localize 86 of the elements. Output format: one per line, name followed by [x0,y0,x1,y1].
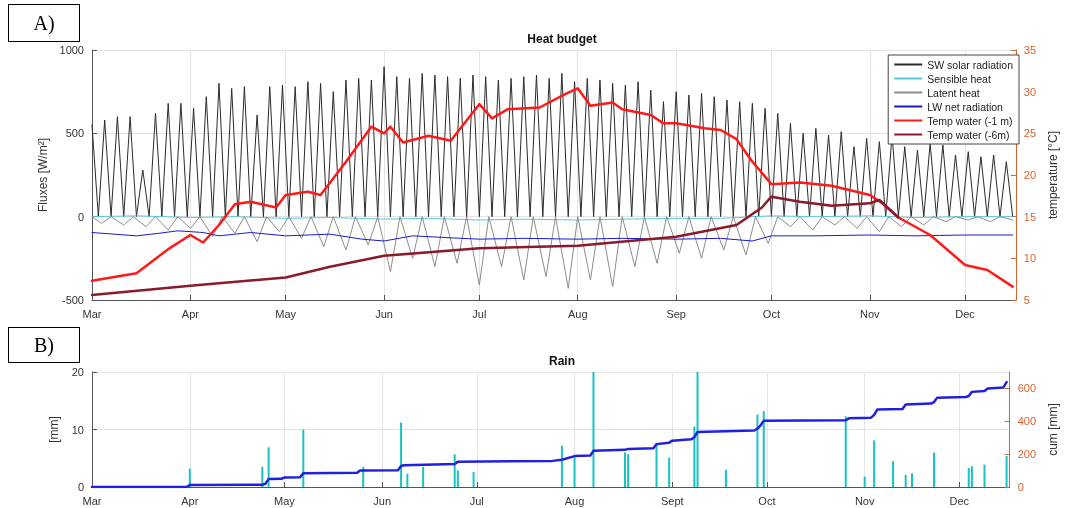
y2-tick-label: 30 [1023,85,1037,98]
bar [696,372,699,487]
legend-label: Temp water (-1 m) [927,114,1013,127]
line-series [91,230,1014,242]
bar [592,372,595,487]
bar [983,464,986,487]
y2-tick-label: 35 [1023,44,1037,56]
y2-tick-label: 25 [1023,127,1037,140]
x-tick-label: Dec [955,307,976,320]
x-tick-label: Apr [181,494,199,507]
y-tick-label: 20 [71,366,84,378]
bar [756,414,759,487]
bar [762,411,765,487]
y-tick-label: -500 [61,294,84,306]
x-tick-label: Mar [82,307,102,320]
y-tick-label: 1000 [59,44,84,56]
bar [400,422,403,487]
x-tick-label: May [273,494,296,507]
bar [933,452,936,487]
bar [910,473,913,487]
y2-axis-title: temperature [°C] [1046,130,1060,220]
bar [453,454,456,487]
bar [967,468,970,487]
y2-tick-label: 20 [1023,169,1037,181]
bar [693,426,696,487]
x-tick-label: Jun [373,494,392,507]
line-series [90,195,900,297]
x-tick-label: Aug [564,494,585,507]
y-tick-label: 0 [77,210,84,223]
bar [406,473,409,487]
y2-tick-label: 5 [1023,294,1030,306]
legend-label: Sensible heat [927,72,991,85]
y-tick-label: 0 [77,481,84,493]
bar [560,445,563,487]
x-tick-label: Nov [860,307,881,320]
bar [655,443,658,487]
bar [873,440,876,487]
x-tick-label: Jul [469,494,484,507]
bar [970,466,973,487]
x-tick-label: Jul [472,307,487,320]
y2-tick-label: 200 [1017,448,1037,461]
y2-axis-title: cum [mm] [1046,403,1060,456]
x-tick-label: Aug [567,307,588,320]
y2-tick-label: 15 [1023,210,1037,223]
y2-tick-label: 0 [1017,481,1024,493]
x-tick-label: May [275,307,297,320]
x-tick-label: Mar [82,494,102,507]
x-tick-label: Jun [375,307,393,320]
x-tick-label: Dec [949,494,970,507]
bar [863,476,866,487]
legend-label: LW net radiation [927,100,1004,113]
y2-tick-label: 600 [1017,382,1037,395]
bar [904,474,907,487]
line-series [90,87,1014,288]
x-tick-label: Apr [181,307,200,320]
y-axis-title: Fluxes [W/m²] [35,138,50,212]
legend-label: SW solar radiation [927,58,1014,71]
bar [302,429,305,487]
bar [844,416,847,487]
chart-title: Rain [548,354,576,368]
y-tick-label: 500 [65,127,84,140]
legend-label: Temp water (-6m) [927,128,1010,141]
bar [267,447,270,487]
y2-tick-label: 10 [1023,252,1037,265]
text: A) [8,4,80,42]
text: B) [8,327,80,363]
x-tick-label: Sep [666,307,686,320]
x-tick-label: Sept [660,494,684,507]
bar [422,466,425,487]
bar [892,461,895,487]
legend-label: Latent heat [927,86,980,99]
line-series [91,216,1014,289]
x-tick-label: Nov [854,494,875,507]
bar [573,455,576,487]
bar [627,454,630,487]
bar [1005,455,1008,487]
y-tick-label: 10 [71,423,84,436]
y-axis-title: [mm] [47,416,61,443]
bar [724,469,727,487]
bar [668,457,671,487]
x-tick-label: Oct [758,494,776,507]
bar [472,472,475,487]
y2-tick-label: 400 [1017,415,1037,428]
bar [623,452,626,487]
chart-title: Heat budget [527,32,597,46]
x-tick-label: Oct [762,307,780,320]
